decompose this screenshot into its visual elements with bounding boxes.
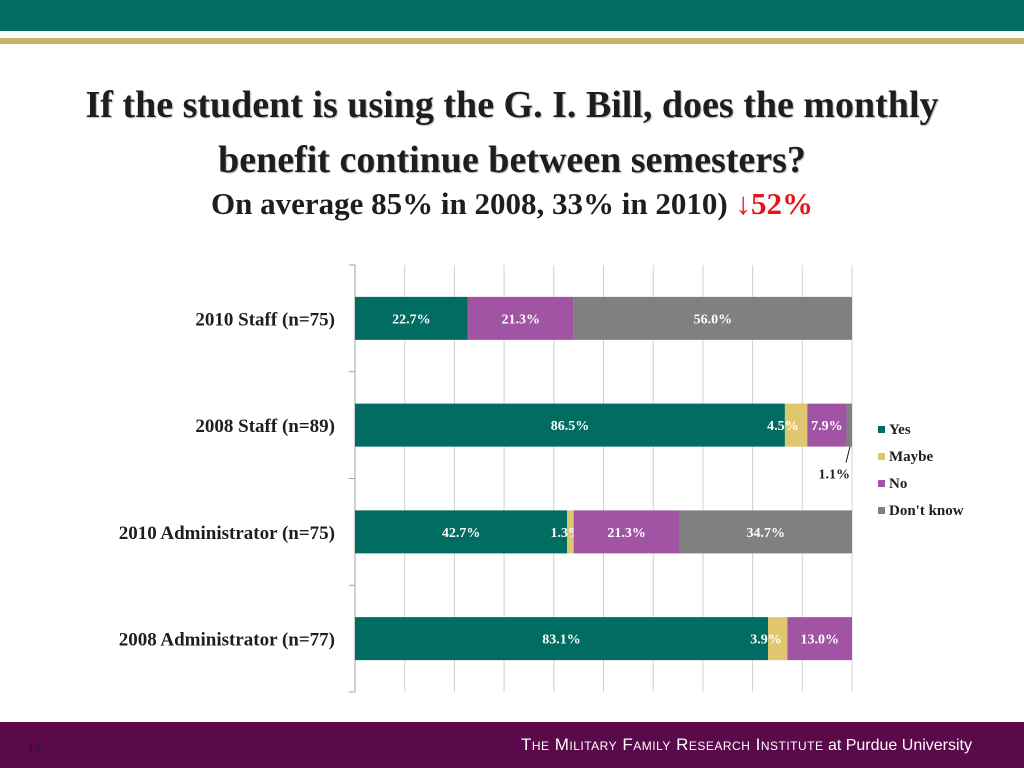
legend-swatch [878,453,885,460]
data-label: 83.1% [542,633,581,648]
data-label: 22.7% [392,312,431,327]
bar-segment [567,510,574,554]
footer-bar: 13 The Military Family Research Institut… [0,722,1024,768]
data-label: 13.0% [800,633,839,648]
slide-subtitle: On average 85% in 2008, 33% in 2010) ↓52… [40,186,984,222]
bar-segment [807,403,847,447]
bar-segment [787,617,852,661]
page-number: 13 [28,741,40,755]
data-label: 21.3% [607,526,646,541]
bar-segment [784,403,808,447]
bar-segment [355,403,785,447]
data-label: 86.5% [551,419,590,434]
bar-segment [467,296,574,340]
data-label: 56.0% [694,312,733,327]
legend-entry: Maybe [889,449,934,465]
institute-name: The Military Family Research Institute [520,735,824,754]
top-accent-stripe [0,38,1024,44]
data-label: 3.9% [750,633,782,648]
category-label: 2008 Administrator (n=77) [119,630,335,651]
bar-segment [846,403,852,447]
bar-segment [355,296,468,340]
legend-entry: No [889,476,907,492]
data-label: 21.3% [501,312,540,327]
legend-entry: Yes [889,422,911,438]
bar-segment [355,510,568,554]
data-label: 34.7% [747,526,786,541]
data-label: 42.7% [442,526,481,541]
legend-swatch [878,507,885,514]
category-label: 2010 Staff (n=75) [195,309,335,330]
category-label: 2010 Administrator (n=75) [119,523,335,544]
legend-swatch [878,480,885,487]
institute-logo-text: The Military Family Research Institute a… [521,735,972,755]
legend-swatch [878,426,885,433]
bar-segment [679,510,852,554]
institute-affiliation: at Purdue University [827,737,972,754]
bar-segment [768,617,788,661]
data-label: 1.1% [819,468,851,483]
slide-title: If the student is using the G. I. Bill, … [85,84,939,181]
top-banner [0,0,1024,31]
bar-segment [355,617,769,661]
bar-segment [573,296,852,340]
subtitle-text: On average 85% in 2008, 33% in 2010) [211,186,728,221]
category-label: 2008 Staff (n=89) [195,416,335,437]
data-label: 7.9% [811,419,843,434]
subtitle-accent-decrease: ↓52% [735,186,813,221]
stacked-bar-chart: 2010 Staff (n=75) 22.7% 21.3% 56.0% 2008 Sta… [119,264,964,693]
bar-segment [573,510,680,554]
legend-entry: Don't know [889,503,964,519]
data-label: 4.5% [767,419,799,434]
leader-line [845,446,851,463]
